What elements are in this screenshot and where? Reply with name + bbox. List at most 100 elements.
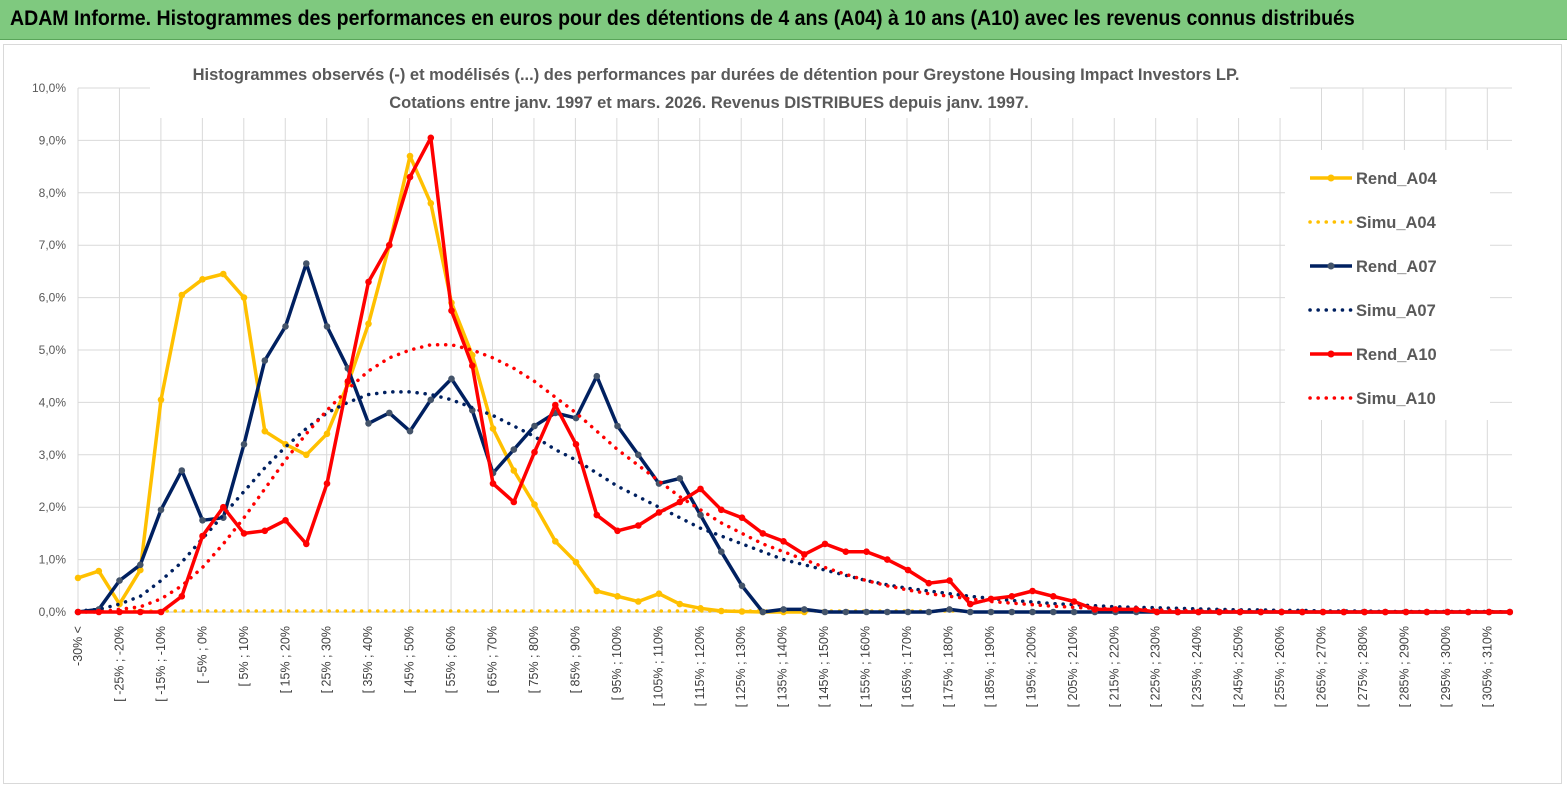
data-point-Rend_A10 bbox=[261, 527, 269, 535]
data-point-Rend_A07 bbox=[821, 608, 829, 616]
series-line-Simu_A07 bbox=[76, 390, 1512, 614]
x-tick-label: [ 135% ; 140% bbox=[776, 626, 790, 707]
chart-title-background bbox=[150, 56, 1290, 118]
y-tick-label: 1,0% bbox=[39, 553, 67, 567]
data-point-Rend_A10 bbox=[904, 566, 912, 574]
data-point-Rend_A07 bbox=[323, 323, 331, 330]
x-tick-label: [ 255% ; 260% bbox=[1273, 626, 1287, 707]
data-point-Rend_A04 bbox=[199, 276, 206, 283]
data-point-Rend_A10 bbox=[676, 498, 684, 506]
data-point-Rend_A07 bbox=[593, 372, 601, 380]
x-tick-label: [ 285% ; 290% bbox=[1397, 626, 1411, 707]
x-tick-label: [ 155% ; 160% bbox=[859, 626, 873, 707]
data-point-Rend_A07 bbox=[178, 467, 186, 474]
data-point-Rend_A10 bbox=[967, 600, 974, 608]
y-tick-label: 5,0% bbox=[39, 343, 67, 357]
y-tick-label: 8,0% bbox=[39, 186, 67, 200]
x-tick-label: [ 165% ; 170% bbox=[900, 626, 914, 707]
data-point-Rend_A10 bbox=[884, 556, 891, 563]
x-tick-label: [ 105% ; 110% bbox=[651, 626, 665, 706]
data-point-Rend_A04 bbox=[531, 501, 538, 508]
y-tick-label: 6,0% bbox=[39, 291, 67, 305]
legend-label: Rend_A07 bbox=[1356, 258, 1437, 276]
x-tick-label: [ 295% ; 300% bbox=[1439, 626, 1453, 707]
data-point-Rend_A07 bbox=[967, 608, 974, 616]
data-point-Rend_A04 bbox=[261, 427, 269, 435]
data-point-Rend_A10 bbox=[1008, 593, 1016, 600]
data-point-Rend_A04 bbox=[365, 320, 372, 328]
x-tick-label: [ 195% ; 200% bbox=[1024, 626, 1038, 707]
x-tick-label: [ 245% ; 250% bbox=[1232, 626, 1246, 707]
data-point-Rend_A04 bbox=[510, 467, 518, 474]
data-point-Rend_A04 bbox=[323, 430, 331, 438]
data-point-Rend_A07 bbox=[718, 548, 725, 555]
x-tick-label: [ 45% ; 50% bbox=[403, 626, 417, 693]
data-point-Rend_A04 bbox=[303, 451, 310, 459]
data-point-Rend_A10 bbox=[863, 548, 870, 555]
data-point-Rend_A07 bbox=[904, 608, 912, 616]
x-tick-label: [ -15% ; -10% bbox=[154, 626, 168, 702]
x-tick-label: [ 65% ; 70% bbox=[486, 626, 500, 693]
data-point-Rend_A04 bbox=[178, 291, 186, 299]
legend-label: Rend_A04 bbox=[1356, 170, 1438, 188]
data-point-Rend_A07 bbox=[282, 323, 289, 330]
y-tick-label: 2,0% bbox=[39, 500, 67, 514]
data-point-Rend_A04 bbox=[718, 607, 725, 615]
data-point-Rend_A04 bbox=[676, 600, 684, 608]
data-point-Rend_A04 bbox=[593, 587, 601, 595]
data-point-Rend_A04 bbox=[635, 598, 642, 605]
data-point-Rend_A10 bbox=[614, 527, 621, 535]
x-tick-label: [ 85% ; 90% bbox=[568, 626, 582, 693]
x-tick-label: [ 175% ; 180% bbox=[941, 626, 955, 707]
x-tick-label: [ -25% ; -20% bbox=[112, 626, 126, 702]
x-tick-label: -30% < bbox=[71, 626, 85, 666]
x-tick-label: [ 185% ; 190% bbox=[983, 626, 997, 707]
data-point-Rend_A07 bbox=[759, 608, 767, 616]
data-point-Rend_A10 bbox=[1299, 608, 1306, 616]
data-point-Rend_A07 bbox=[386, 409, 393, 417]
data-point-Rend_A07 bbox=[1050, 608, 1057, 616]
x-tick-label: [ 305% ; 310% bbox=[1480, 626, 1494, 707]
data-point-Rend_A10 bbox=[323, 480, 331, 487]
y-tick-label: 0,0% bbox=[39, 605, 67, 619]
data-point-Rend_A07 bbox=[137, 561, 144, 569]
data-point-Rend_A07 bbox=[1008, 608, 1016, 616]
report-title: ADAM Informe. Histogrammes des performan… bbox=[10, 7, 1355, 30]
x-tick-label: [ 75% ; 80% bbox=[527, 626, 541, 693]
data-point-Rend_A10 bbox=[365, 278, 372, 286]
y-tick-label: 7,0% bbox=[39, 238, 67, 252]
x-tick-label: [ 265% ; 270% bbox=[1315, 626, 1329, 707]
data-point-Rend_A07 bbox=[240, 441, 248, 448]
data-point-Rend_A07 bbox=[510, 446, 518, 453]
data-point-Rend_A04 bbox=[74, 574, 82, 582]
data-point-Rend_A10 bbox=[240, 530, 248, 537]
data-point-Rend_A10 bbox=[95, 608, 103, 616]
y-tick-label: 10,0% bbox=[32, 81, 66, 95]
series-line-Simu_A10 bbox=[76, 343, 1512, 614]
data-point-Rend_A07 bbox=[427, 396, 435, 404]
legend-label: Simu_A10 bbox=[1356, 390, 1436, 408]
data-point-Rend_A10 bbox=[344, 378, 352, 385]
data-point-Rend_A10 bbox=[1195, 608, 1202, 616]
x-tick-label: [ 275% ; 280% bbox=[1356, 626, 1370, 707]
data-point-Rend_A07 bbox=[157, 506, 165, 514]
data-point-Rend_A10 bbox=[1029, 587, 1036, 595]
y-axis-ticks: 0,0% 1,0% 2,0% 3,0% 4,0% 5,0% 6,0% 7,0% 8,0% 9,0%… bbox=[32, 81, 66, 619]
data-point-Rend_A07 bbox=[946, 606, 953, 613]
data-point-Rend_A07 bbox=[842, 608, 850, 616]
data-point-Rend_A07 bbox=[676, 475, 684, 482]
chart-title: Histogrammes observés (-) et modélisés (… bbox=[193, 66, 1240, 84]
data-point-Rend_A07 bbox=[884, 608, 891, 616]
data-point-Rend_A10 bbox=[137, 608, 144, 616]
data-point-Rend_A10 bbox=[282, 517, 289, 524]
data-point-Rend_A10 bbox=[925, 579, 933, 587]
data-point-Rend_A10 bbox=[448, 307, 455, 315]
data-point-Rend_A10 bbox=[1340, 608, 1348, 616]
data-point-Rend_A10 bbox=[946, 577, 953, 584]
data-point-Rend_A10 bbox=[1506, 608, 1514, 616]
data-point-Rend_A10 bbox=[220, 503, 227, 511]
x-axis-ticks: -30% < [ -25% ; -20% [ -15% ; -10% [ -5% ; … bbox=[71, 626, 1494, 707]
data-point-Rend_A10 bbox=[738, 514, 746, 521]
data-point-Rend_A10 bbox=[531, 448, 538, 456]
